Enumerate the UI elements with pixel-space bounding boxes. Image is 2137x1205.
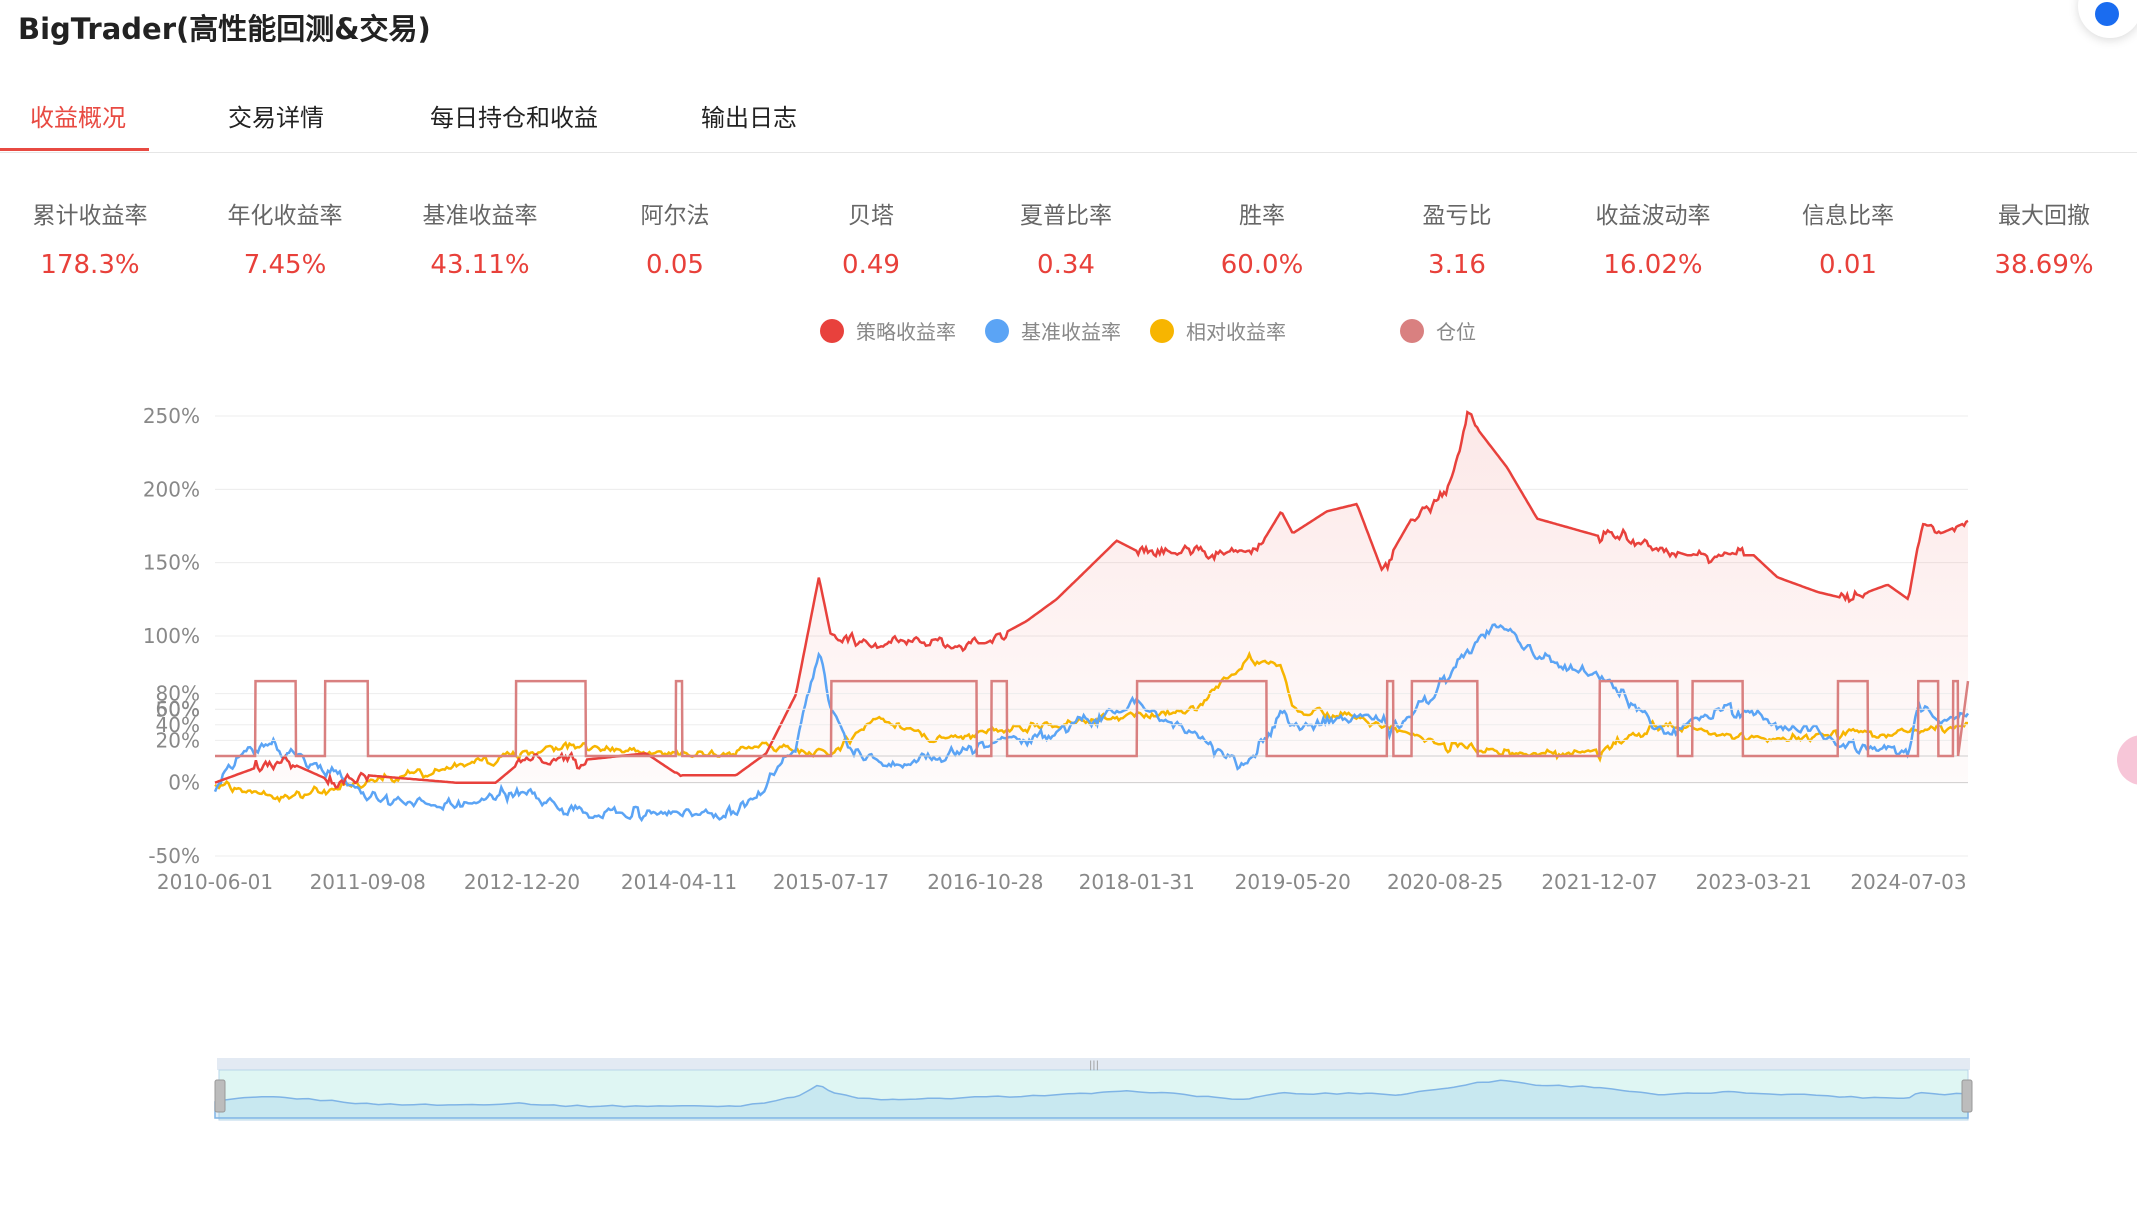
- position-y-tick-label: 60%: [156, 697, 200, 721]
- metric-value: 7.45%: [243, 250, 327, 280]
- legend-label: 策略收益率: [856, 320, 956, 344]
- slider-handle-left[interactable]: [214, 1079, 226, 1113]
- series-line-strategy: [214, 410, 1969, 789]
- metric-value: 3.16: [1428, 250, 1486, 280]
- floating-helper-icon[interactable]: [2117, 735, 2137, 785]
- app-title: BigTrader(高性能回测&交易): [18, 12, 431, 46]
- position-y-tick-label: 40%: [156, 713, 200, 737]
- metric-value: 60.0%: [1220, 250, 1304, 280]
- metric-sharpe: 夏普比率 0.34: [976, 196, 1156, 280]
- legend-item-strategy[interactable]: 策略收益率: [820, 316, 956, 345]
- metric-value: 0.34: [1037, 250, 1095, 280]
- slider-grip-icon: |||: [1089, 1060, 1099, 1071]
- metric-cumulative-return: 累计收益率 178.3%: [0, 196, 180, 280]
- y-tick-label: 200%: [143, 477, 200, 501]
- series-line-position: [215, 679, 1970, 758]
- tab-output-log[interactable]: 输出日志: [701, 104, 797, 132]
- metric-benchmark-return: 基准收益率 43.11%: [390, 196, 570, 280]
- metric-label: 夏普比率: [1020, 203, 1112, 229]
- metric-label: 信息比率: [1802, 203, 1894, 229]
- legend-item-position[interactable]: 仓位: [1400, 316, 1476, 345]
- x-tick-label: 2016-10-28: [927, 870, 1043, 894]
- metric-label: 盈亏比: [1422, 203, 1492, 229]
- metric-label: 最大回撤: [1998, 203, 2090, 229]
- x-tick-label: 2020-08-25: [1387, 870, 1503, 894]
- legend-label: 相对收益率: [1186, 320, 1286, 344]
- legend-swatch: [1150, 318, 1174, 343]
- metric-volatility: 收益波动率 16.02%: [1563, 196, 1743, 280]
- legend-swatch: [985, 318, 1009, 343]
- x-tick-label: 2024-07-03: [1850, 870, 1966, 894]
- legend-label: 仓位: [1436, 320, 1476, 344]
- metric-value: 38.69%: [1994, 250, 2094, 280]
- metric-annual-return: 年化收益率 7.45%: [195, 196, 375, 280]
- active-tab-indicator: [0, 148, 149, 151]
- position-plot-area: 80%60%40%20%: [156, 679, 1970, 758]
- legend-item-benchmark[interactable]: 基准收益率: [985, 316, 1121, 345]
- series-line-benchmark: [213, 623, 1970, 823]
- metric-value: 0.05: [646, 250, 704, 280]
- metric-value: 0.49: [842, 250, 900, 280]
- metrics-summary: 累计收益率 178.3% 年化收益率 7.45% 基准收益率 43.11% 阿尔…: [0, 196, 2137, 286]
- y-tick-label: 250%: [143, 404, 200, 428]
- tab-trade-details[interactable]: 交易详情: [228, 104, 324, 132]
- metric-alpha: 阿尔法 0.05: [585, 196, 765, 280]
- slider-track: [217, 1058, 1970, 1070]
- metric-label: 收益波动率: [1595, 203, 1711, 229]
- metric-label: 阿尔法: [640, 203, 710, 229]
- metric-label: 基准收益率: [422, 203, 538, 229]
- x-tick-label: 2010-06-01: [157, 870, 273, 894]
- metric-beta: 贝塔 0.49: [781, 196, 961, 280]
- x-tick-label: 2023-03-21: [1696, 870, 1812, 894]
- metric-label: 年化收益率: [227, 203, 343, 229]
- x-tick-label: 2018-01-31: [1079, 870, 1195, 894]
- assistant-icon[interactable]: [2078, 0, 2137, 38]
- tab-overview[interactable]: 收益概况: [30, 104, 126, 132]
- metric-profit-loss-ratio: 盈亏比 3.16: [1367, 196, 1547, 280]
- metric-win-rate: 胜率 60.0%: [1172, 196, 1352, 280]
- x-tick-label: 2014-04-11: [621, 870, 737, 894]
- x-tick-label: 2012-12-20: [464, 870, 580, 894]
- slider-handle-right[interactable]: [1961, 1079, 1973, 1113]
- position-y-tick-label: 20%: [156, 728, 200, 752]
- y-tick-label: -50%: [148, 844, 200, 868]
- metric-value: 0.01: [1819, 250, 1877, 280]
- metric-label: 累计收益率: [32, 203, 148, 229]
- legend-swatch: [1400, 318, 1424, 343]
- x-tick-label: 2019-05-20: [1235, 870, 1351, 894]
- metric-max-drawdown: 最大回撤 38.69%: [1954, 196, 2134, 280]
- y-tick-label: 100%: [143, 624, 200, 648]
- y-tick-label: 150%: [143, 551, 200, 575]
- x-tick-label: 2011-09-08: [310, 870, 426, 894]
- legend-swatch: [820, 318, 844, 343]
- position-y-tick-label: 80%: [156, 682, 200, 706]
- legend-label: 基准收益率: [1021, 320, 1121, 344]
- main-plot-area: 250% 200% 150% 100% 50% 0% -50%2010-06-01 2011-…: [143, 404, 1970, 894]
- slider-preview-line: [214, 1079, 1969, 1119]
- legend-item-relative[interactable]: 相对收益率: [1150, 316, 1286, 345]
- returns-chart: 250% 200% 150% 100% 50% 0% -50%2010-06-01 2011-…: [143, 404, 1973, 1121]
- tab-daily-positions[interactable]: 每日持仓和收益: [430, 104, 598, 132]
- series-line-relative: [214, 650, 1969, 804]
- y-tick-label: 0%: [168, 771, 200, 795]
- tab-bar: 收益概况 交易详情 每日持仓和收益 输出日志: [0, 84, 2137, 153]
- metric-value: 178.3%: [40, 250, 140, 280]
- metric-value: 43.11%: [430, 250, 530, 280]
- x-tick-label: 2015-07-17: [773, 870, 889, 894]
- x-tick-label: 2021-12-07: [1541, 870, 1657, 894]
- datazoom-slider[interactable]: |||: [214, 1058, 1973, 1121]
- slider-selection: [218, 1069, 1969, 1121]
- metric-label: 胜率: [1239, 203, 1285, 229]
- y-tick-label: 50%: [156, 697, 200, 721]
- metric-information-ratio: 信息比率 0.01: [1758, 196, 1938, 280]
- metric-value: 16.02%: [1603, 250, 1703, 280]
- metric-label: 贝塔: [848, 203, 894, 229]
